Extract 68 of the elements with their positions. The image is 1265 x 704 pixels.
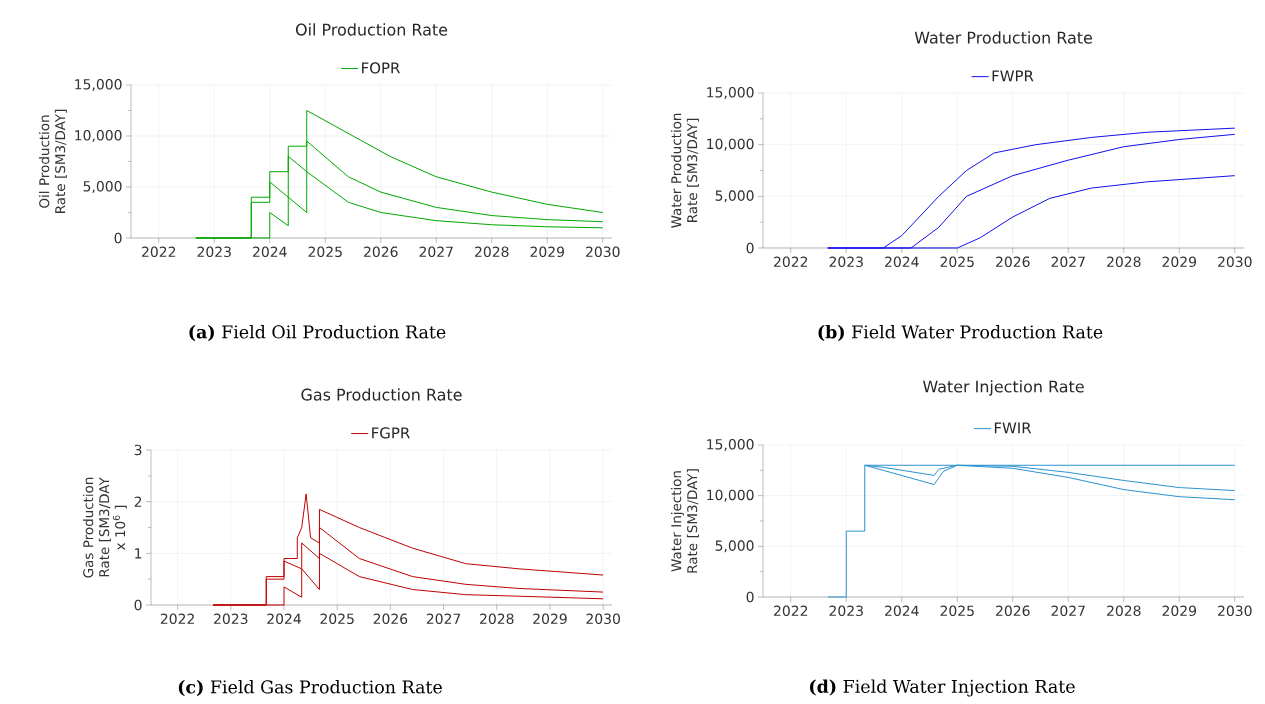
x-tick-label: 2027: [419, 246, 453, 258]
x-tick-label: 2022: [774, 605, 808, 617]
chart-title: Water Production Rate: [914, 31, 1092, 44]
legend-label: FOPR: [362, 62, 400, 74]
y-axis-title: Water Injection Rate [SM3/DAY]: [670, 469, 699, 573]
x-tick-label: 2024: [267, 613, 301, 625]
legend-label: FWPR: [992, 70, 1034, 82]
text: (d) Field Water Injection Rate: [810, 679, 1075, 697]
x-tick-label: 2026: [373, 613, 408, 625]
x-tick-label: 2025: [940, 605, 974, 617]
x-tick-label: 2026: [996, 605, 1030, 617]
text: (c) Field Gas Production Rate: [178, 680, 442, 696]
y-tick-label: 5,000: [715, 190, 754, 203]
x-tick-label: 2025: [320, 613, 354, 625]
y-tick-label: 0: [746, 591, 754, 603]
x-tick-label: 2026: [996, 256, 1030, 268]
x-tick-label: 2030: [586, 246, 620, 258]
y-axis-title: Water Production Rate [SM3/DAY]: [670, 113, 699, 228]
y-tick-label: 15,000: [707, 439, 754, 451]
y-axis-title: Gas Production Rate [SM3/DAY x 10$^{6}$ ]: [82, 477, 127, 578]
chart-title: Gas Production Rate: [301, 388, 462, 401]
x-tick-label: 2029: [530, 246, 565, 258]
y-axis-title: Oil Production Rate [SM3/DAY]: [38, 109, 67, 213]
x-tick-label: 2023: [829, 605, 863, 617]
text: (a) Field Oil Production Rate: [189, 325, 446, 341]
x-tick-label: 2025: [940, 256, 974, 268]
x-tick-label: 2024: [885, 256, 919, 268]
x-tick-label: 2030: [1218, 605, 1252, 617]
x-tick-label: 2027: [1051, 256, 1085, 268]
chart-title: Water Injection Rate: [922, 380, 1084, 396]
y-tick-label: 5,000: [715, 540, 754, 553]
y-tick-label: 3: [134, 444, 142, 456]
x-tick-label: 2029: [1162, 605, 1197, 617]
text: (b) Field Water Production Rate: [818, 325, 1103, 341]
x-tick-label: 2024: [885, 605, 919, 617]
x-tick-label: 2026: [364, 246, 398, 258]
x-tick-label: 2025: [308, 246, 342, 258]
x-tick-label: 2029: [1162, 256, 1197, 268]
x-tick-label: 2024: [253, 246, 287, 258]
chart-title: Oil Production Rate: [295, 23, 448, 36]
x-tick-label: 2022: [142, 246, 176, 258]
x-tick-label: 2023: [829, 256, 863, 268]
x-tick-label: 2027: [426, 613, 461, 625]
x-tick-label: 2028: [1107, 605, 1141, 617]
x-tick-label: 2023: [197, 246, 231, 258]
y-tick-label: 10,000: [707, 489, 754, 502]
y-tick-label: 15,000: [707, 87, 754, 99]
x-tick-label: 2027: [1051, 605, 1085, 617]
x-tick-label: 2030: [586, 613, 620, 625]
x-tick-label: 2022: [160, 613, 194, 625]
legend-label: FGPR: [372, 427, 410, 439]
x-tick-label: 2023: [214, 613, 248, 625]
y-tick-label: 10,000: [707, 138, 754, 151]
y-tick-label: 0: [114, 232, 122, 244]
legend-label: FWIR: [994, 422, 1032, 434]
y-tick-label: 5,000: [83, 181, 122, 193]
x-tick-label: 2028: [1107, 256, 1141, 268]
x-tick-label: 2028: [475, 246, 509, 258]
y-tick-label: 2: [134, 496, 142, 507]
y-tick-label: 0: [134, 599, 142, 611]
y-tick-label: 1: [135, 548, 142, 559]
x-tick-label: 2022: [774, 256, 808, 268]
x-tick-label: 2028: [480, 613, 514, 625]
x-tick-label: 2029: [533, 613, 567, 625]
x-tick-label: 2030: [1218, 256, 1252, 268]
y-tick-label: 15,000: [75, 79, 122, 91]
y-tick-label: 10,000: [75, 130, 122, 142]
y-tick-label: 0: [746, 242, 754, 254]
